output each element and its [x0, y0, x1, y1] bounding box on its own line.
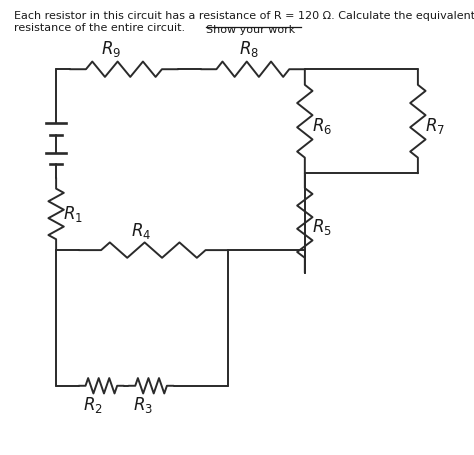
- Text: $R_5$: $R_5$: [311, 217, 331, 238]
- Text: $R_8$: $R_8$: [239, 39, 259, 59]
- Text: $R_2$: $R_2$: [83, 395, 103, 415]
- Text: $R_3$: $R_3$: [133, 395, 153, 415]
- Text: $R_6$: $R_6$: [311, 116, 332, 136]
- Text: $R_1$: $R_1$: [63, 204, 83, 224]
- Text: Each resistor in this circuit has a resistance of R = 120 Ω. Calculate the equiv: Each resistor in this circuit has a resi…: [14, 11, 474, 33]
- Text: Show your work: Show your work: [206, 25, 295, 35]
- Text: $R_9$: $R_9$: [101, 39, 121, 59]
- Text: $R_4$: $R_4$: [131, 221, 151, 241]
- Text: $R_7$: $R_7$: [425, 116, 445, 136]
